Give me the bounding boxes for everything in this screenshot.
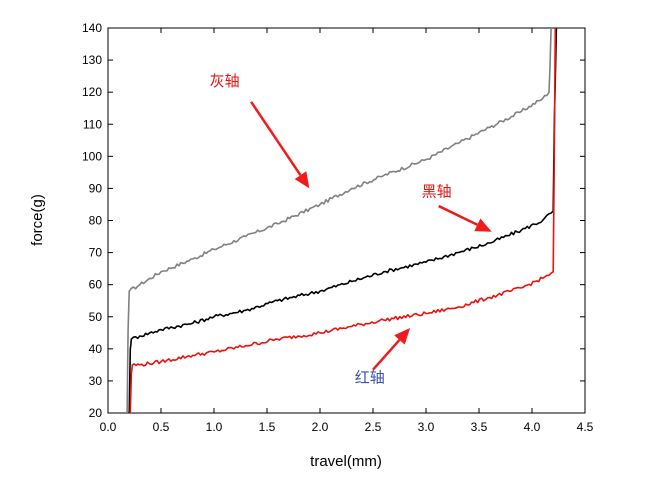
annotation-arrow-shaft (438, 204, 478, 226)
annotation-arrow-shaft (372, 339, 401, 371)
y-tick-label: 20 (89, 406, 103, 420)
tick-layer: 0.0 0.5 1.0 1.5 2.0 2.5 3.0 3.5 4.0 4.5 20 30 40 50 60… (82, 21, 594, 434)
y-tick-label: 100 (82, 149, 102, 163)
y-tick-label: 130 (82, 53, 102, 67)
y-tick-label: 140 (82, 21, 102, 35)
y-axis-title: force(g) (29, 194, 46, 246)
y-tick-label: 90 (89, 181, 103, 195)
series-line-black (128, 27, 558, 414)
y-tick-label: 70 (89, 246, 103, 260)
y-tick-label: 80 (89, 214, 103, 228)
y-tick-label: 110 (83, 117, 102, 131)
x-tick-label: 3.5 (471, 420, 488, 434)
x-tick-label: 1.0 (206, 420, 223, 434)
annotation-label: 灰轴 (210, 72, 240, 90)
y-tick-label: 50 (89, 310, 103, 324)
x-tick-label: 4.0 (524, 420, 541, 434)
x-axis-title: travel(mm) (310, 453, 382, 470)
annotation-arrow-head (474, 218, 492, 232)
series-line-red (129, 27, 557, 414)
x-tick-label: 0.0 (100, 420, 117, 434)
y-tick-label: 30 (89, 374, 103, 388)
annotation-arrow-head (394, 328, 411, 345)
y-tick-label: 60 (89, 278, 103, 292)
annotation-arrow-shaft (250, 101, 302, 176)
annotation-arrow-head (294, 171, 310, 189)
x-tick-label: 4.5 (577, 420, 594, 434)
annotation-label: 黑轴 (422, 182, 452, 200)
y-tick-label: 120 (82, 85, 102, 99)
annotation-label: 红轴 (355, 369, 385, 387)
x-tick-label: 0.5 (153, 420, 170, 434)
x-tick-label: 1.5 (259, 420, 276, 434)
series-layer (126, 27, 558, 414)
y-tick-label: 40 (89, 342, 103, 356)
x-tick-label: 2.5 (365, 420, 382, 434)
x-tick-label: 2.0 (312, 420, 329, 434)
series-line-gray (126, 27, 552, 414)
x-tick-label: 3.0 (418, 420, 435, 434)
plot-frame (107, 27, 586, 414)
